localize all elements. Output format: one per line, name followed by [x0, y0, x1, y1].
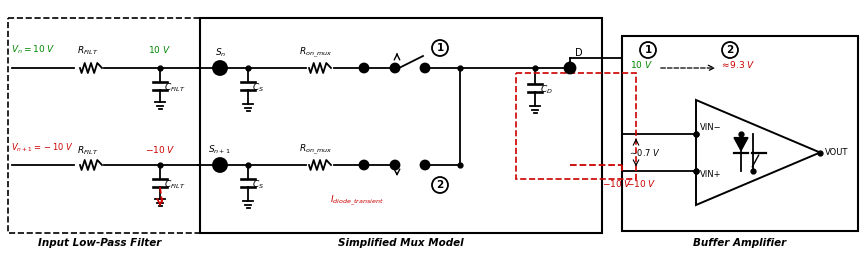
- Circle shape: [213, 61, 227, 75]
- Polygon shape: [752, 154, 759, 167]
- Text: $V_{n+1} = -10\ V$: $V_{n+1} = -10\ V$: [11, 142, 74, 154]
- Text: $V_n = 10\ V$: $V_n = 10\ V$: [11, 44, 55, 56]
- Text: $-10\ V$: $-10\ V$: [602, 178, 632, 189]
- Text: Simplified Mux Model: Simplified Mux Model: [339, 238, 464, 248]
- Polygon shape: [734, 138, 748, 151]
- Circle shape: [213, 158, 227, 172]
- Circle shape: [359, 160, 369, 170]
- Text: $R_{FILT}$: $R_{FILT}$: [77, 144, 99, 157]
- Text: $C_S$: $C_S$: [252, 179, 264, 191]
- Text: $C_D$: $C_D$: [540, 84, 553, 96]
- Text: VIN−: VIN−: [700, 123, 721, 132]
- Text: 1: 1: [436, 43, 443, 53]
- Text: $\approx\!9.3\ V$: $\approx\!9.3\ V$: [720, 59, 755, 70]
- Text: Buffer Amplifier: Buffer Amplifier: [694, 238, 786, 248]
- Circle shape: [565, 62, 576, 74]
- Circle shape: [391, 160, 399, 170]
- Text: 2: 2: [727, 45, 734, 55]
- Text: $I_{diode\_transient}$: $I_{diode\_transient}$: [330, 194, 384, 208]
- Text: 1: 1: [644, 45, 651, 55]
- Text: $10\ V$: $10\ V$: [630, 59, 653, 70]
- Circle shape: [421, 63, 430, 73]
- Text: $-10\ V$: $-10\ V$: [145, 144, 175, 155]
- Text: $\sim\!0.7\ V$: $\sim\!0.7\ V$: [628, 147, 660, 158]
- Text: $S_n$: $S_n$: [215, 46, 226, 58]
- Text: $R_{on\_mux}$: $R_{on\_mux}$: [300, 143, 333, 157]
- Text: Input Low-Pass Filter: Input Low-Pass Filter: [38, 238, 162, 248]
- Text: $C_{FILT}$: $C_{FILT}$: [164, 82, 185, 94]
- Text: $R_{on\_mux}$: $R_{on\_mux}$: [300, 46, 333, 60]
- Circle shape: [391, 63, 399, 73]
- Circle shape: [421, 160, 430, 170]
- Text: VOUT: VOUT: [825, 148, 849, 157]
- Text: $C_S$: $C_S$: [252, 82, 264, 94]
- Text: $C_{FILT}$: $C_{FILT}$: [164, 179, 185, 191]
- Text: $R_{FILT}$: $R_{FILT}$: [77, 44, 99, 56]
- Text: 2: 2: [436, 180, 443, 190]
- Circle shape: [359, 63, 369, 73]
- Text: D: D: [575, 48, 583, 58]
- Text: VIN+: VIN+: [700, 170, 721, 179]
- Text: $10\ V$: $10\ V$: [148, 44, 171, 55]
- Text: $-10\ V$: $-10\ V$: [626, 178, 656, 189]
- Text: $S_{n+1}$: $S_{n+1}$: [208, 143, 231, 155]
